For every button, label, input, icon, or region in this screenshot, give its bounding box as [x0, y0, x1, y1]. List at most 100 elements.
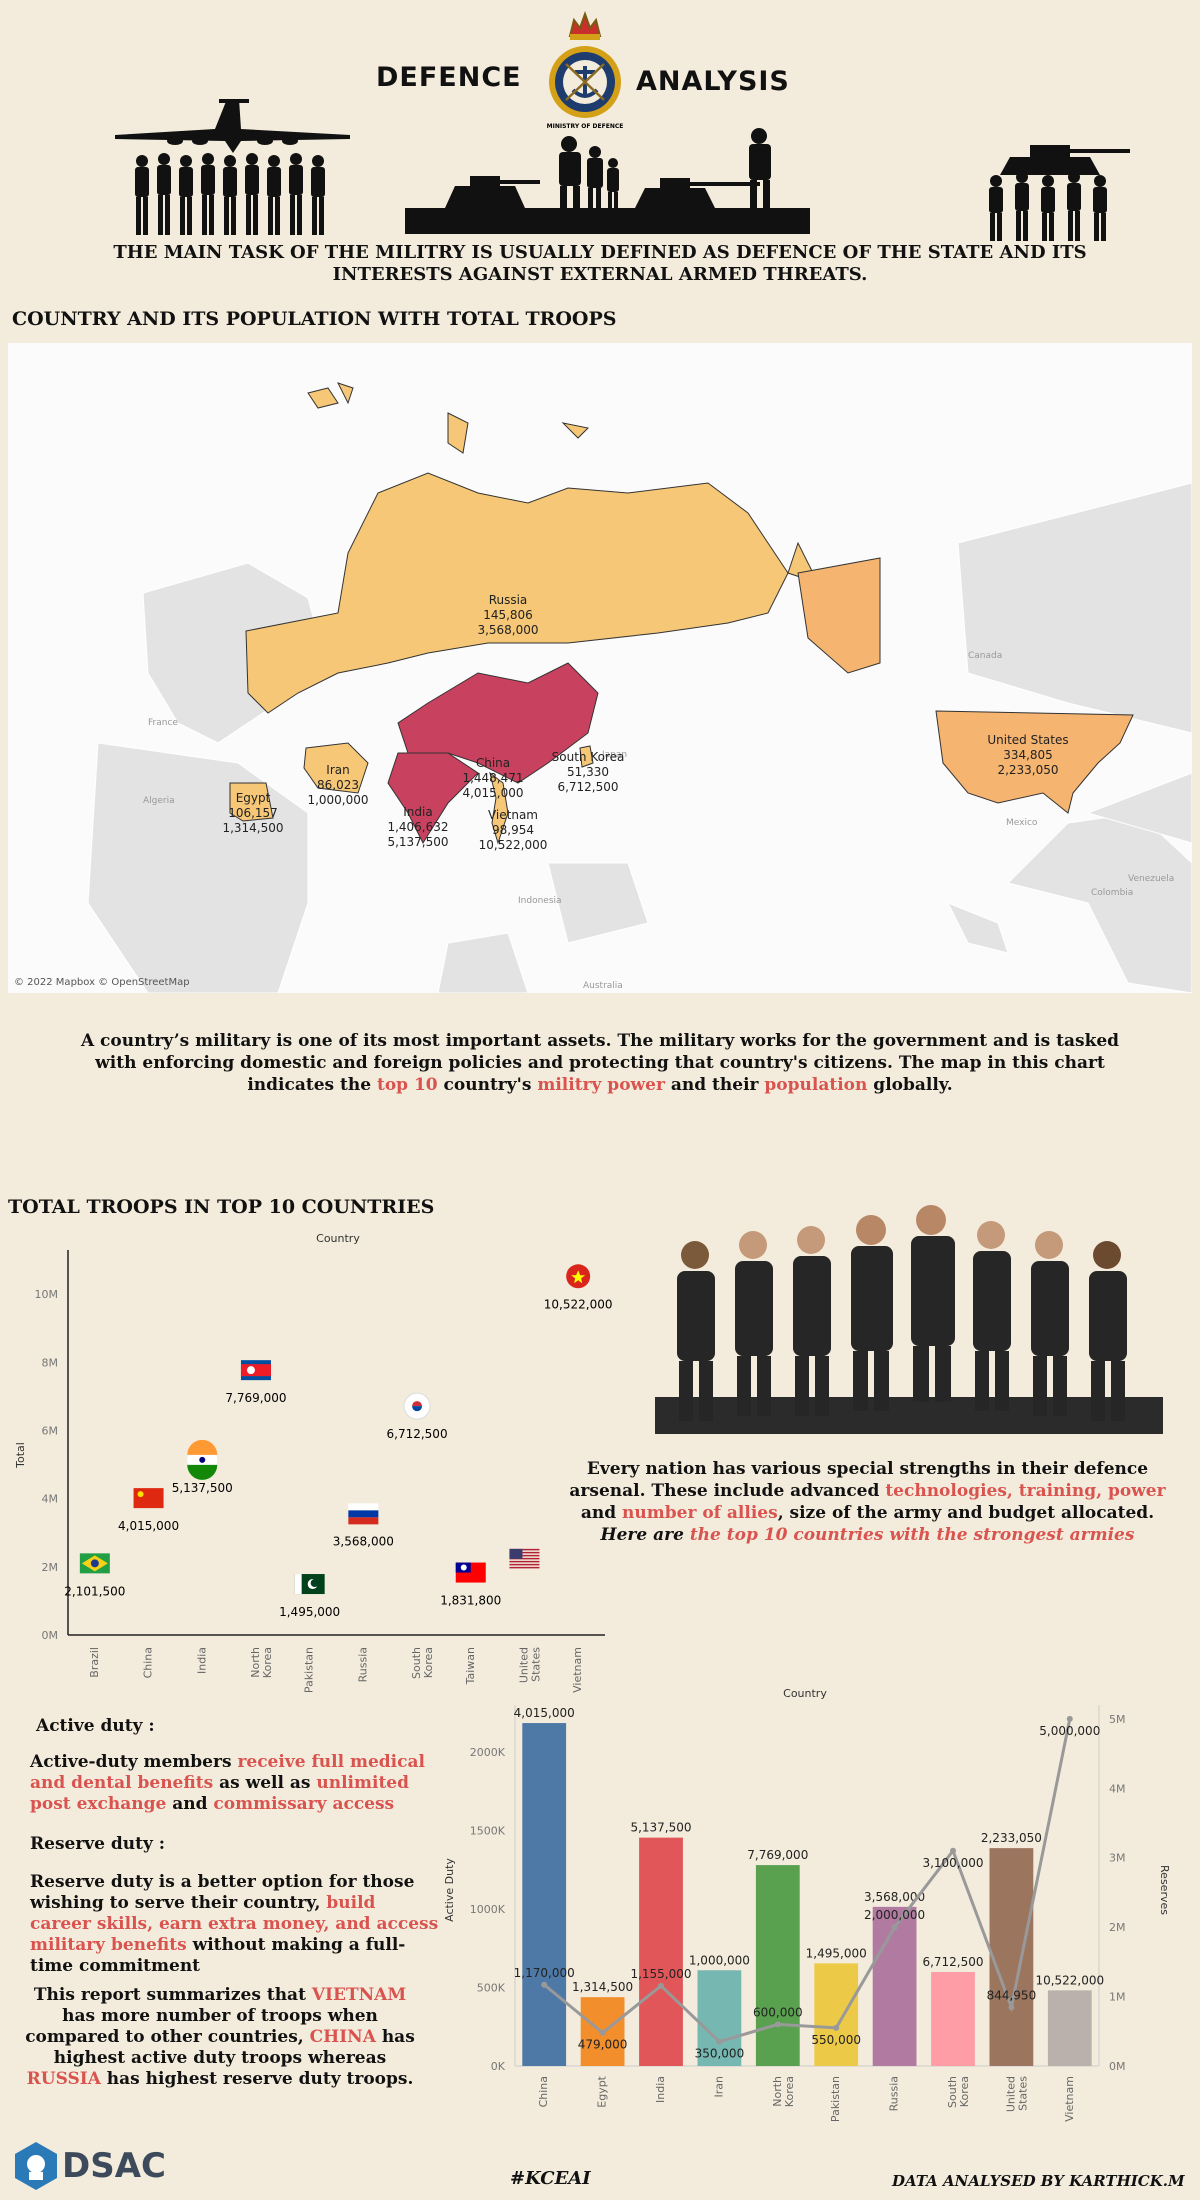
- base-label-group: Canada Japan France Algeria Mexico Indon…: [143, 651, 1174, 991]
- duty-xcat-label: Pakistan: [829, 2076, 842, 2122]
- south-korea-region: [579, 745, 594, 768]
- map-label-russia: Russia 145,806 3,568,000: [477, 593, 539, 637]
- battle-silhouette: [405, 128, 810, 234]
- reserves-point: [774, 2021, 781, 2028]
- egypt-region: [229, 782, 274, 822]
- reserve-duty-text: Reserve duty is a better option for thos…: [30, 1872, 439, 1976]
- mission-statement: THE MAIN TASK OF THE MILITRY IS USUALLY …: [113, 242, 1087, 285]
- scatter-xcat-label: Pakistan: [303, 1647, 316, 1693]
- reserves-point: [599, 2029, 606, 2036]
- reserves-point: [1008, 2004, 1015, 2011]
- duty-xcat-label: Vietnam: [1063, 2076, 1076, 2122]
- reserves-label: 2,000,000: [864, 1908, 925, 1922]
- russia-region: [245, 472, 789, 714]
- label-canada: Canada: [968, 651, 1002, 661]
- duty-bar-line-chart[interactable]: Country Active Duty Reserves 0K 500K 1000K…: [435, 1680, 1190, 2130]
- south-korea-flag-point: [403, 1392, 431, 1420]
- vietnam-flag-point: [566, 1264, 591, 1289]
- scatter-point-label: 5,137,500: [172, 1481, 233, 1495]
- duty-bar-label: 5,137,500: [630, 1821, 691, 1835]
- aircraft-soldiers-silhouette: [115, 99, 350, 235]
- scatter-point-label: 3,568,000: [333, 1534, 394, 1548]
- india-flag-point: [187, 1439, 218, 1480]
- duty-bar: [872, 1906, 917, 2066]
- duty-xcat-label: China: [537, 2076, 550, 2107]
- label-venezuela: Venezuela: [1128, 874, 1174, 884]
- reserves-label: 1,155,000: [630, 1967, 691, 1981]
- duty-ytick: 2000K: [470, 1746, 506, 1759]
- scatter-point-label: 1,831,800: [440, 1594, 501, 1608]
- reserves-label: 350,000: [695, 2047, 745, 2061]
- duty-bar-label: 4,015,000: [514, 1706, 575, 1720]
- active-duty-title: Active duty :: [36, 1716, 155, 1736]
- reserves-label: 3,100,000: [922, 1856, 983, 1870]
- reserves-point: [1066, 1715, 1073, 1722]
- scatter-xcat-label: China: [142, 1647, 155, 1678]
- credit: DATA ANALYSED BY KARTHICK.M: [892, 2172, 1185, 2190]
- duty-xcat-label: Russia: [888, 2076, 901, 2111]
- scatter-xcat-label: Vietnam: [571, 1647, 584, 1693]
- duty-y2tick: 4M: [1109, 1782, 1126, 1795]
- scatter-xcat-label: Russia: [356, 1647, 369, 1682]
- label-australia: Australia: [583, 981, 623, 991]
- duty-bar: [755, 1865, 800, 2066]
- scatter-point-label: 1,495,000: [279, 1605, 340, 1619]
- duty-ytick: 0K: [491, 2060, 506, 2073]
- duty-y2tick: 5M: [1109, 1713, 1126, 1726]
- china-flag-point: [133, 1488, 164, 1509]
- tank-icon-2: [635, 188, 715, 208]
- duty-xcat-label: Egypt: [596, 2075, 609, 2107]
- duty-bar: [697, 1970, 742, 2066]
- reserves-point: [833, 2024, 840, 2031]
- reserves-line: [543, 1718, 1072, 2044]
- label-japan: Japan: [601, 750, 627, 760]
- duty-y2tick: 1M: [1109, 1991, 1126, 2004]
- duty-bar: [814, 1963, 859, 2066]
- scatter-point-label: 2,101,500: [64, 1584, 125, 1598]
- vietnam-region: [489, 771, 509, 845]
- title-analysis: ANALYSIS: [636, 66, 790, 97]
- duty-bar-label: 3,568,000: [864, 1890, 925, 1904]
- troops-section-title: TOTAL TROOPS IN TOP 10 COUNTRIES: [8, 1196, 435, 1218]
- india-region: [387, 752, 479, 845]
- scatter-point-label: 6,712,500: [387, 1427, 448, 1441]
- duty-bar-label: 6,712,500: [922, 1955, 983, 1969]
- usa-flag-point: [509, 1548, 540, 1569]
- reserves-label: 844,950: [987, 1988, 1037, 2002]
- duty-xcat-label: India: [654, 2076, 667, 2103]
- duty-ytick: 1500K: [470, 1825, 506, 1838]
- reserves-point: [658, 1982, 664, 1989]
- scatter-xcat-label: NorthKorea: [249, 1647, 274, 1678]
- duty-bar: [989, 1848, 1034, 2066]
- map-label-china: China 1,448,471 4,015,000: [462, 756, 524, 800]
- reserves-point: [541, 1981, 548, 1988]
- russia-flag-point: [348, 1503, 379, 1525]
- duty-xcat-label: UnitedStates: [1004, 2076, 1029, 2112]
- reserves-point: [891, 1924, 898, 1931]
- dsac-logo-icon: [15, 2142, 57, 2190]
- map-description: A country’s military is one of its most …: [80, 1031, 1120, 1095]
- reserves-point: [950, 1847, 956, 1854]
- scatter-title: Country: [316, 1232, 360, 1245]
- duty-xcat-label: NorthKorea: [771, 2076, 796, 2107]
- map-attribution: © 2022 Mapbox © OpenStreetMap: [14, 977, 190, 988]
- aircraft-icon: [115, 99, 350, 153]
- scatter-ytick: 2M: [42, 1561, 59, 1574]
- duty-ylabel: Active Duty: [443, 1858, 456, 1922]
- scatter-point-label: 7,769,000: [225, 1391, 286, 1405]
- duty-bar-label: 10,522,000: [1035, 1973, 1104, 1987]
- world-map[interactable]: Canada Japan France Algeria Mexico Indon…: [8, 343, 1192, 993]
- brazil-flag-point: [79, 1553, 110, 1574]
- dsac-logo-text: DSAC: [62, 2146, 166, 2186]
- duty-xcat-label: SouthKorea: [946, 2076, 971, 2108]
- soldiers-photo: [655, 1197, 1163, 1434]
- alaska-region: [797, 557, 881, 674]
- troops-scatter-chart[interactable]: Country Total 0M 2M 4M 6M 8M 10M Brazil China I…: [0, 1225, 620, 1695]
- strengths-text: Every nation has various special strengt…: [569, 1459, 1166, 1545]
- duty-y2tick: 2M: [1109, 1921, 1126, 1934]
- crown-icon: [568, 11, 602, 40]
- soldiers-icon: [135, 153, 325, 235]
- map-section-title: COUNTRY AND ITS POPULATION WITH TOTAL TR…: [12, 308, 617, 330]
- label-france: France: [148, 718, 178, 728]
- reserves-point: [716, 2038, 723, 2045]
